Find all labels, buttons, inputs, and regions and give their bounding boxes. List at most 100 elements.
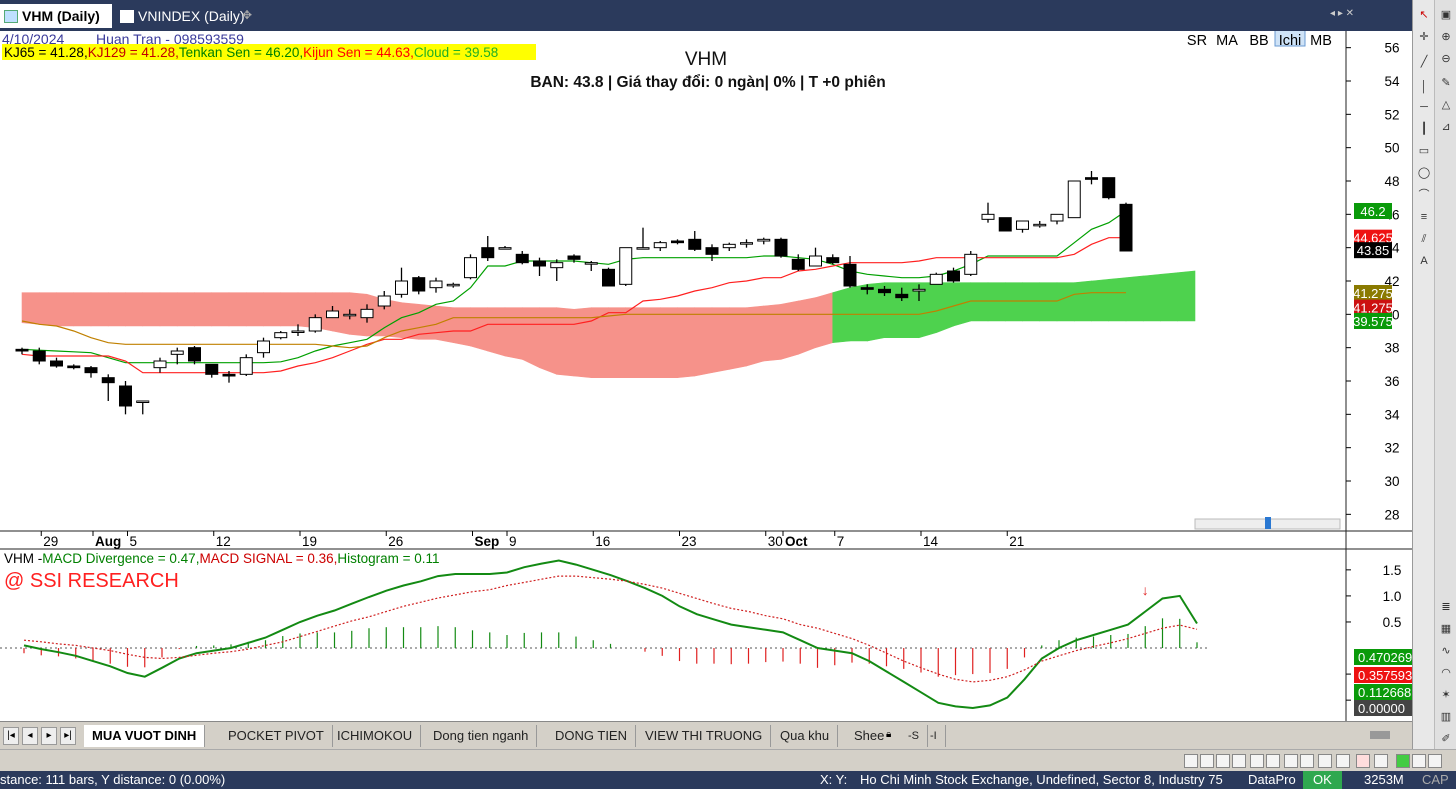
tab-vhm-daily[interactable]: VHM (Daily) — [0, 4, 112, 28]
arc-icon[interactable]: ◠ — [1441, 667, 1451, 679]
line-tool-icon[interactable]: ╱ — [1420, 56, 1428, 68]
status-exchange: Ho Chi Minh Stock Exchange, Undefined, S… — [860, 772, 1223, 787]
tab-scroll-arrows-icon[interactable]: ◂ ▸ ✕ — [1330, 8, 1354, 19]
sheet-tab-ichimokou[interactable]: ICHIMOKOU — [329, 725, 422, 747]
ellipse-tool-icon[interactable]: ◯ — [1417, 167, 1431, 179]
price-label: 41.275 — [1353, 301, 1393, 316]
print-icon[interactable] — [1232, 754, 1246, 768]
brush-icon[interactable]: ✐ — [1441, 733, 1451, 745]
sheet-tab-view-thi-truong[interactable]: VIEW THI TRUONG — [637, 725, 772, 747]
candle-body — [705, 247, 719, 255]
window-icon[interactable] — [1300, 754, 1314, 768]
close-icon[interactable] — [1356, 754, 1370, 768]
open-file-icon[interactable] — [1200, 754, 1214, 768]
indicator-button-mb[interactable] — [1307, 31, 1335, 46]
save-icon[interactable] — [1216, 754, 1230, 768]
sheet-tab-qua-khu[interactable]: Qua khu — [772, 725, 839, 747]
lock-icon[interactable]: 🔒︎ — [886, 729, 892, 740]
candle-body — [136, 400, 150, 403]
last-sheet-button[interactable]: ▸| — [60, 727, 76, 745]
forward-icon[interactable] — [1428, 754, 1442, 768]
candle-body — [860, 287, 874, 290]
ichimoku-cloud-segment — [694, 307, 713, 377]
undo-icon[interactable] — [1318, 754, 1332, 768]
indicator-button-label[interactable]: Ichi — [1279, 33, 1302, 49]
indicator-button-label[interactable]: SR — [1187, 33, 1207, 49]
zoom-out-icon[interactable]: ⊖ — [1441, 53, 1451, 65]
horizontal-scrollbar-thumb[interactable] — [1370, 731, 1390, 739]
indicator-button-ma[interactable] — [1213, 31, 1241, 46]
zoom-fit-icon[interactable]: ▣ — [1440, 9, 1452, 21]
sheet-tab-dong-tien[interactable]: DONG TIEN — [547, 725, 636, 747]
tool-list-icon[interactable]: ≣ — [1441, 601, 1451, 613]
macd-y-tick-label: 1.5 — [1383, 563, 1402, 578]
vertical-line-icon[interactable]: ┃ — [1420, 123, 1428, 135]
tab-vnindex-daily[interactable]: VNINDEX (Daily) — [116, 4, 266, 28]
horizontal-line-icon[interactable]: ─ — [1420, 101, 1428, 113]
price-label: 39.575 — [1353, 314, 1393, 329]
ichimoku-cloud-segment — [142, 292, 161, 327]
ichimoku-cloud-segment — [935, 282, 954, 334]
fibonacci-icon[interactable]: ≡ — [1420, 211, 1428, 223]
first-sheet-button[interactable]: |◂ — [3, 727, 19, 745]
copy-icon[interactable] — [1250, 754, 1264, 768]
rectangle-tool-icon[interactable]: ▭ — [1418, 145, 1430, 157]
channel-tool-icon[interactable]: ⫽ — [1421, 233, 1427, 245]
indicator-button-label[interactable]: MA — [1216, 33, 1238, 49]
drawing-toolbar: ↖ ✛ ╱ │ ─ ┃ ▭ ◯ ⌒ ≡ ⫽ A — [1412, 0, 1435, 750]
ichimoku-cloud-segment — [659, 307, 678, 378]
indicator-button-bb[interactable] — [1245, 31, 1273, 46]
indicator-button-sr[interactable] — [1183, 31, 1211, 46]
grid-icon[interactable]: ▦ — [1440, 623, 1452, 635]
candle-body — [895, 293, 909, 299]
macd-price-label: 0.357593 — [1358, 668, 1412, 683]
pencil-icon[interactable]: ✎ — [1441, 77, 1451, 89]
sheet-tab-pocket-pivot[interactable]: POCKET PIVOT — [220, 725, 333, 747]
sheet-tab-sheet[interactable]: Shee — [854, 728, 885, 743]
ray-tool-icon[interactable]: │ — [1420, 81, 1428, 93]
redo-icon[interactable] — [1336, 754, 1350, 768]
cursor-arrow-icon[interactable]: ↖ — [1419, 9, 1429, 21]
ichimoku-cloud-segment — [1125, 275, 1144, 322]
ichimoku-cloud-segment — [228, 292, 247, 327]
prev-sheet-button[interactable]: ◂ — [22, 727, 38, 745]
new-file-icon[interactable] — [1184, 754, 1198, 768]
x-tick-label: 9 — [509, 534, 517, 549]
play-icon[interactable] — [1396, 754, 1410, 768]
next-sheet-button[interactable]: ▸ — [41, 727, 57, 745]
paste-icon[interactable] — [1266, 754, 1280, 768]
sheet-tab-mua-vuot-dinh[interactable]: MUA VUOT DINH — [84, 725, 206, 747]
sheet-control-s[interactable]: -S — [900, 725, 928, 747]
sheet-control-i[interactable]: -I — [922, 725, 946, 747]
arc-tool-icon[interactable]: ⌒ — [1418, 189, 1430, 201]
back-icon[interactable] — [1412, 754, 1426, 768]
candle-body — [929, 273, 943, 285]
pin-icon[interactable]: ✥ — [242, 8, 253, 22]
price-label-bg — [1354, 299, 1392, 316]
ichimoku-cloud-segment — [953, 282, 972, 327]
zoom-in-icon[interactable]: ⊕ — [1441, 31, 1451, 43]
x-tick-label: Oct — [785, 534, 808, 549]
ichimoku-cloud-segment — [625, 307, 644, 378]
sheet-tab-dong-tien-nganh[interactable]: Dong tien nganh — [425, 725, 538, 747]
ichimoku-cloud-segment — [746, 305, 765, 367]
star-icon[interactable]: ✶ — [1441, 689, 1451, 701]
x-tick-label: 7 — [837, 534, 845, 549]
indicator-button-label[interactable]: MB — [1310, 33, 1332, 49]
wave-icon[interactable]: ∿ — [1441, 645, 1451, 657]
ichimoku-cloud-segment — [487, 307, 506, 357]
triangle-icon[interactable]: △ — [1441, 99, 1451, 111]
chart-svg[interactable]: 4/10/2024 Huan Tran - 098593559 KJ65 = 41.… — [0, 31, 1412, 721]
settings-icon[interactable] — [1374, 754, 1388, 768]
layout-icon[interactable] — [1284, 754, 1298, 768]
crosshair-icon[interactable]: ✛ — [1419, 31, 1429, 43]
chart-area[interactable]: 4/10/2024 Huan Tran - 098593559 KJ65 = 41.… — [0, 31, 1412, 721]
bars-icon[interactable]: ▥ — [1440, 711, 1452, 723]
candle-body — [429, 280, 443, 289]
ruler-icon[interactable]: ⊿ — [1441, 121, 1451, 133]
text-tool-icon[interactable]: A — [1420, 255, 1428, 267]
ichimoku-cloud-segment — [1004, 282, 1023, 322]
x-tick-label: 16 — [595, 534, 610, 549]
indicator-button-ichi[interactable] — [1274, 31, 1306, 47]
indicator-button-label[interactable]: BB — [1249, 33, 1268, 49]
